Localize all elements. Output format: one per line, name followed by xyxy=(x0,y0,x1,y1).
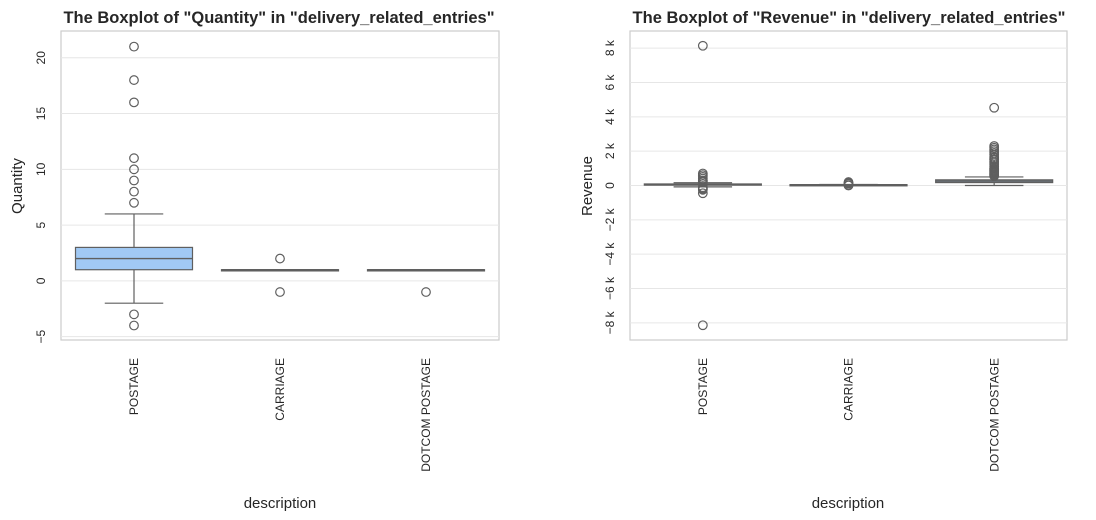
quantity-y-tick-label: 5 xyxy=(34,221,48,228)
revenue-y-tick-label: −2 k xyxy=(603,207,617,231)
revenue-y-tick-label: −8 k xyxy=(603,310,617,334)
revenue-y-tick-label: 8 k xyxy=(603,39,617,56)
quantity-y-tick-labels: −5 0 5 10 15 20 xyxy=(34,51,48,344)
outlier-point xyxy=(129,41,139,52)
outlier-point xyxy=(129,75,139,85)
quantity-x-tick-label: DOTCOM POSTAGE xyxy=(419,358,433,472)
quantity-y-tick-label: 10 xyxy=(34,162,48,176)
revenue-chart-title: The Boxplot of "Revenue" in "delivery_re… xyxy=(633,9,1066,27)
revenue-box-dotcom-postage xyxy=(935,102,1054,187)
outlier-point xyxy=(275,253,285,264)
revenue-boxes xyxy=(643,40,1054,331)
revenue-y-tick-label: 6 k xyxy=(603,74,617,91)
outlier-point xyxy=(129,309,139,320)
revenue-x-tick-label: DOTCOM POSTAGE xyxy=(987,358,1001,472)
quantity-y-tick-label: 0 xyxy=(34,277,48,284)
quantity-boxplot-chart: −5 0 5 10 15 20 POSTAGE CARRIAGE DOTCOM POSTAGE… xyxy=(9,9,500,512)
quantity-box-postage xyxy=(74,41,194,331)
outlier-point xyxy=(129,164,139,175)
outlier-point xyxy=(421,287,431,297)
quantity-plot-area xyxy=(60,30,500,341)
outlier-point xyxy=(129,197,139,208)
revenue-y-tick-label: 4 k xyxy=(603,108,617,125)
outlier-point xyxy=(697,177,708,187)
quantity-y-axis-label: Quantity xyxy=(9,158,26,214)
outlier-point xyxy=(697,188,708,199)
revenue-box-postage xyxy=(643,40,762,331)
outlier-point xyxy=(129,153,139,164)
quantity-y-tick-label: −5 xyxy=(34,329,48,343)
outlier-point xyxy=(843,180,854,191)
quantity-x-tick-label: CARRIAGE xyxy=(273,358,287,421)
quantity-boxes xyxy=(74,41,486,331)
outlier-point xyxy=(129,320,139,331)
quantity-chart-title: The Boxplot of "Quantity" in "delivery_r… xyxy=(63,9,494,27)
revenue-x-tick-labels: POSTAGE CARRIAGE DOTCOM POSTAGE xyxy=(696,358,1001,472)
quantity-x-axis-label: description xyxy=(244,495,317,512)
revenue-y-tick-label: 2 k xyxy=(603,142,617,159)
outlier-point xyxy=(697,320,708,331)
outlier-point xyxy=(989,102,1000,113)
revenue-x-tick-label: POSTAGE xyxy=(696,358,710,415)
revenue-boxplot-chart: −8 k −6 k −4 k −2 k 0 2 k 4 k 6 k 8 k POSTAGE CAR… xyxy=(579,9,1068,512)
revenue-y-tick-labels: −8 k −6 k −4 k −2 k 0 2 k 4 k 6 k 8 k xyxy=(603,39,617,334)
revenue-x-axis-label: description xyxy=(812,495,885,512)
revenue-y-tick-label: 0 xyxy=(603,182,617,189)
quantity-y-tick-label: 15 xyxy=(34,107,48,121)
outlier-point xyxy=(989,171,1000,181)
revenue-y-axis-label: Revenue xyxy=(579,156,596,216)
outlier-point xyxy=(129,97,139,108)
quantity-box-carriage xyxy=(220,253,340,297)
quantity-x-tick-labels: POSTAGE CARRIAGE DOTCOM POSTAGE xyxy=(127,358,433,472)
revenue-y-tick-label: −4 k xyxy=(603,242,617,266)
outlier-point xyxy=(129,175,139,186)
quantity-x-tick-label: POSTAGE xyxy=(127,358,141,415)
outlier-point xyxy=(697,40,708,51)
quantity-box-dotcom-postage xyxy=(366,269,486,297)
revenue-box-carriage xyxy=(789,177,908,191)
revenue-y-tick-label: −6 k xyxy=(603,276,617,300)
quantity-y-tick-label: 20 xyxy=(34,51,48,65)
outlier-point xyxy=(275,287,285,297)
revenue-x-tick-label: CARRIAGE xyxy=(842,358,856,421)
outlier-point xyxy=(697,184,708,195)
outlier-point xyxy=(129,186,139,197)
